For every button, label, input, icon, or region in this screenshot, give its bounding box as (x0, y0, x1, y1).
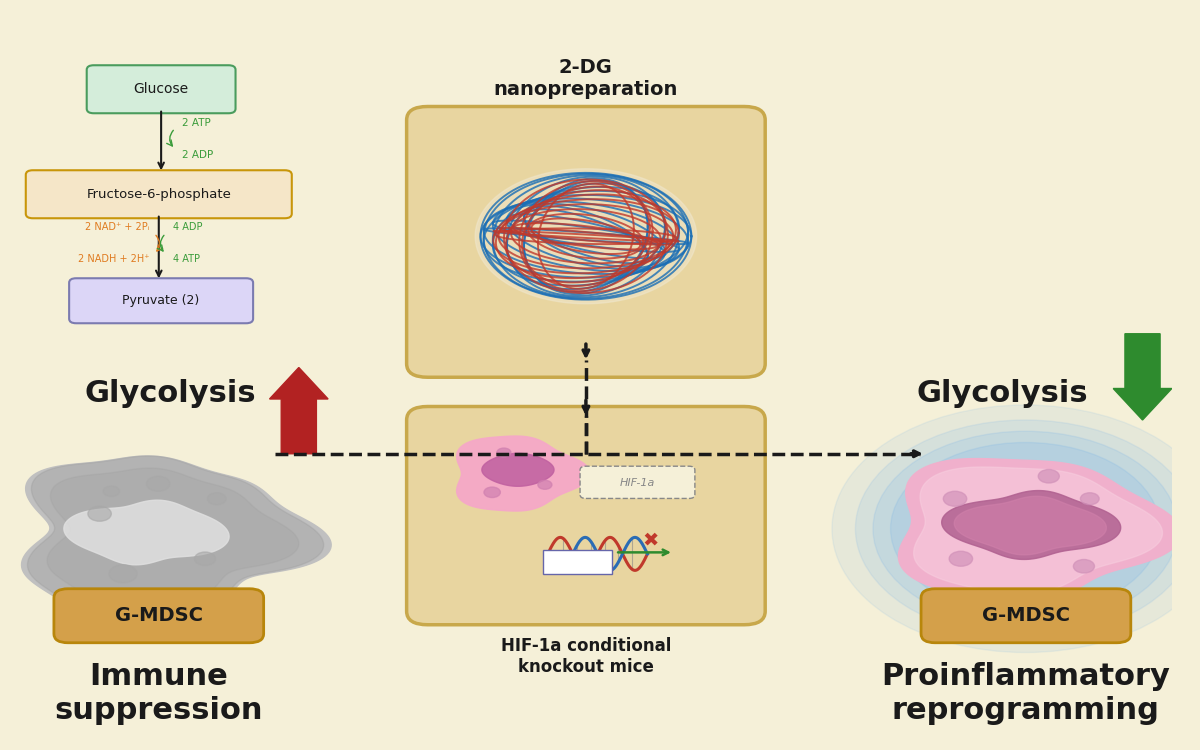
Text: HIF-1a conditional
knockout mice: HIF-1a conditional knockout mice (500, 637, 671, 676)
Circle shape (1073, 560, 1094, 573)
Polygon shape (913, 467, 1163, 594)
Text: Fructose-6-phosphate: Fructose-6-phosphate (86, 188, 232, 201)
FancyArrow shape (270, 368, 328, 454)
Polygon shape (22, 456, 331, 617)
Polygon shape (457, 436, 590, 511)
Text: 4 ADP: 4 ADP (173, 222, 203, 232)
FancyBboxPatch shape (407, 106, 766, 377)
Text: 2 NAD⁺ + 2Pᵢ: 2 NAD⁺ + 2Pᵢ (85, 222, 150, 232)
Text: Glycolysis: Glycolysis (84, 380, 256, 408)
Circle shape (484, 487, 500, 497)
Text: 2 ATP: 2 ATP (182, 118, 211, 128)
Circle shape (949, 551, 973, 566)
Circle shape (88, 506, 112, 521)
FancyBboxPatch shape (86, 65, 235, 113)
FancyBboxPatch shape (580, 466, 695, 499)
FancyBboxPatch shape (542, 550, 612, 574)
Text: G-MDSC: G-MDSC (982, 606, 1070, 625)
Circle shape (832, 405, 1200, 652)
Circle shape (146, 476, 170, 491)
Circle shape (194, 552, 216, 566)
Polygon shape (942, 490, 1121, 560)
Text: Pyruvate (2): Pyruvate (2) (122, 294, 199, 307)
Polygon shape (475, 169, 697, 304)
Circle shape (856, 420, 1195, 638)
FancyBboxPatch shape (407, 406, 766, 625)
Polygon shape (899, 458, 1181, 603)
Circle shape (890, 442, 1160, 615)
Text: Glycolysis: Glycolysis (916, 380, 1087, 408)
FancyArrow shape (1114, 334, 1172, 420)
Text: HIF-1a: HIF-1a (619, 478, 655, 488)
Text: 2-DG
nanopreparation: 2-DG nanopreparation (493, 58, 678, 99)
Text: Proinflammatory
reprogramming: Proinflammatory reprogramming (881, 662, 1170, 725)
Circle shape (1080, 493, 1099, 505)
Circle shape (1038, 470, 1060, 483)
Text: 2 NADH + 2H⁺: 2 NADH + 2H⁺ (78, 254, 150, 265)
Polygon shape (954, 496, 1106, 555)
Circle shape (497, 448, 511, 457)
Text: G-MDSC: G-MDSC (115, 606, 203, 625)
FancyBboxPatch shape (922, 589, 1130, 643)
Text: 2 ADP: 2 ADP (182, 150, 214, 160)
FancyBboxPatch shape (54, 589, 264, 643)
FancyBboxPatch shape (25, 170, 292, 218)
Polygon shape (28, 456, 324, 617)
Text: Immune
suppression: Immune suppression (54, 662, 263, 725)
Text: 4 ATP: 4 ATP (173, 254, 200, 265)
Polygon shape (482, 453, 554, 486)
Polygon shape (47, 468, 299, 605)
FancyBboxPatch shape (70, 278, 253, 323)
Circle shape (943, 491, 967, 506)
Polygon shape (64, 500, 229, 565)
Text: ✖: ✖ (642, 531, 659, 550)
Circle shape (103, 486, 120, 496)
Circle shape (874, 431, 1177, 626)
Circle shape (109, 565, 137, 583)
Circle shape (538, 480, 552, 489)
Circle shape (208, 493, 226, 505)
Text: Glucose: Glucose (133, 82, 188, 96)
